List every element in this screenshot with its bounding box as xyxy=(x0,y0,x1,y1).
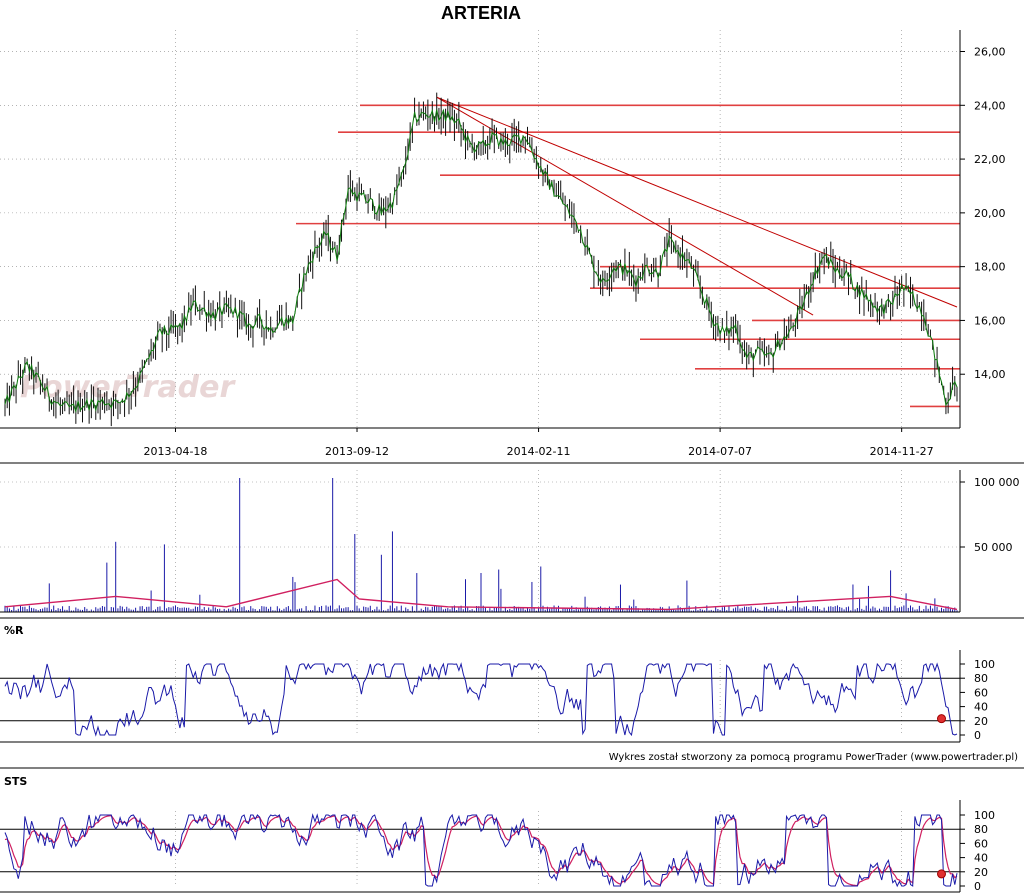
volume-bars xyxy=(4,478,958,612)
sts-signal-line xyxy=(4,814,958,887)
price-series-line xyxy=(4,108,958,414)
y-tick-label: 20,00 xyxy=(974,207,1006,220)
y-tick-label: 20 xyxy=(974,715,988,728)
volume-panel: 50 000 100 000 xyxy=(0,462,1024,613)
y-tick-label: 100 000 xyxy=(974,476,1020,489)
x-tick-label: 2014-02-11 xyxy=(507,445,571,458)
x-tick-label: 2013-04-18 xyxy=(144,445,208,458)
watermark: PowerTrader xyxy=(20,370,236,405)
y-tick-label: 100 xyxy=(974,809,995,822)
y-tick-label: 50 000 xyxy=(974,541,1013,554)
volume-moving-average xyxy=(4,578,958,611)
y-tick-label: 80 xyxy=(974,823,988,836)
y-tick-label: 18,00 xyxy=(974,261,1006,274)
volume-y-ticks: 50 000 100 000 xyxy=(960,476,1020,554)
sts-series-line xyxy=(4,813,958,888)
trendline xyxy=(436,96,958,308)
wr-grid xyxy=(0,660,960,735)
x-tick-label: 2013-09-12 xyxy=(325,445,389,458)
wr-label: %R xyxy=(4,624,24,637)
chart-title: ARTERIA xyxy=(441,3,521,23)
y-tick-label: 24,00 xyxy=(974,99,1006,112)
y-tick-label: 0 xyxy=(974,880,981,893)
y-tick-label: 16,00 xyxy=(974,314,1006,327)
trendline xyxy=(436,96,814,316)
y-tick-label: 0 xyxy=(974,729,981,742)
volume-grid xyxy=(0,470,960,612)
y-tick-label: 40 xyxy=(974,701,988,714)
y-tick-label: 60 xyxy=(974,686,988,699)
y-tick-label: 20 xyxy=(974,866,988,879)
price-y-ticks: 14,00 16,00 18,00 20,00 22,00 24,00 26,00 xyxy=(960,46,1006,381)
x-tick-label: 2014-11-27 xyxy=(870,445,934,458)
y-tick-label: 60 xyxy=(974,837,988,850)
x-tick-label: 2014-07-07 xyxy=(688,445,752,458)
y-tick-label: 100 xyxy=(974,658,995,671)
y-tick-label: 22,00 xyxy=(974,153,1006,166)
resistance-levels xyxy=(296,104,960,408)
credit-text: Wykres został stworzony za pomocą progra… xyxy=(609,752,1018,763)
y-tick-label: 80 xyxy=(974,672,988,685)
price-x-ticks: 2013-04-18 2013-09-12 2014-02-11 2014-07-07… xyxy=(144,428,934,458)
y-tick-label: 40 xyxy=(974,852,988,865)
wr-signal-marker xyxy=(937,714,947,724)
sts-signal-marker xyxy=(937,869,947,879)
price-panel: PowerTrader 14,00 16,00 18,00 20,00 22,00 24,… xyxy=(0,3,1006,458)
sts-label: STS xyxy=(4,775,27,788)
trendlines xyxy=(436,96,958,316)
y-tick-label: 26,00 xyxy=(974,46,1006,59)
y-tick-label: 14,00 xyxy=(974,368,1006,381)
wr-series-line xyxy=(4,662,958,737)
